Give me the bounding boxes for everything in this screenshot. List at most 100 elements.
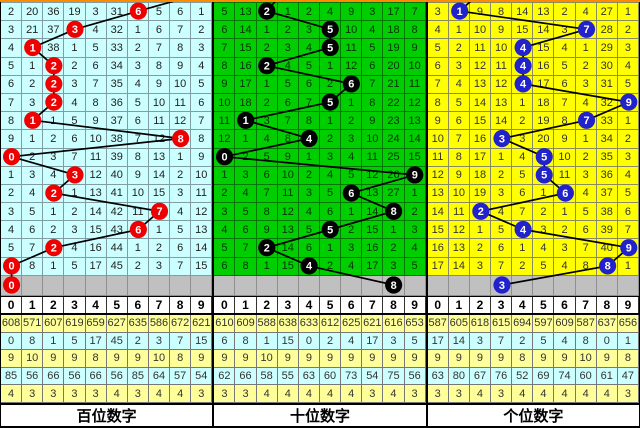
miss-cell: 34: [596, 130, 618, 149]
miss-cell: 9: [491, 21, 513, 40]
miss-cell: 8: [85, 93, 107, 113]
miss-cell: 17: [469, 148, 492, 167]
miss-cell: 6: [170, 239, 192, 258]
trend-grid-hundreds: 2 20 36 19 3 31 5 6 1 3 21 37 4 32 1 6 7 2 4 38 1 5 33 2 7 8 3 5 1 2 6…: [1, 2, 213, 296]
miss-cell: 2: [617, 130, 639, 149]
miss-cell: 8: [256, 203, 278, 222]
miss-cell: 7: [191, 112, 213, 131]
miss-cell: 37: [596, 184, 618, 204]
miss-cell: 6: [127, 112, 149, 131]
stats-block: 608 571 607 619 659 627 635 586 672 621 0 8 1 5 17 45 2 3…: [1, 315, 213, 403]
miss-cell: 4: [298, 203, 320, 222]
miss-cell: 4: [22, 184, 44, 204]
stat-cell: 4: [149, 385, 171, 402]
miss-cell: 18: [533, 93, 555, 113]
miss-cell: 13: [191, 221, 213, 240]
stat-cell: 9: [235, 350, 257, 367]
miss-cell: 8: [127, 148, 149, 167]
miss-cell: 11: [191, 184, 213, 204]
miss-cell: 32: [596, 93, 618, 113]
pending-cell: [214, 275, 236, 296]
stat-cell: 17: [362, 332, 384, 350]
miss-cell: 17: [362, 257, 384, 276]
miss-cell: 10: [469, 21, 492, 40]
miss-cell: 11: [148, 112, 171, 131]
miss-cell: [170, 130, 192, 149]
stat-cell: 9: [320, 350, 342, 367]
miss-cell: 18: [383, 21, 405, 40]
miss-cell: 4: [575, 93, 597, 113]
miss-cell: 2: [191, 21, 213, 40]
miss-cell: 4: [554, 257, 576, 276]
miss-cell: 3: [22, 93, 44, 113]
stat-cell: 3: [214, 385, 236, 402]
digit-header-cell: 0: [1, 297, 23, 313]
miss-cell: 19: [533, 112, 555, 131]
stat-row-2: 9 9 10 9 9 9 9 9 9 9: [214, 350, 426, 368]
miss-cell: 4: [341, 257, 363, 276]
digit-header-cell: 3: [64, 297, 86, 313]
digit-header-cell: 4: [512, 297, 534, 313]
miss-cell: 42: [106, 203, 128, 222]
miss-cell: 7: [170, 21, 192, 40]
miss-cell: 8: [277, 130, 299, 149]
miss-cell: 17: [235, 75, 257, 94]
stat-cell: 9: [597, 350, 618, 367]
miss-cell: 5: [341, 166, 363, 185]
digit-header-cell: 0: [428, 297, 449, 313]
stat-cell: 9: [491, 350, 513, 367]
pending-row: [1, 275, 213, 296]
stat-row-0: 610 609 588 638 633 612 625 621 616 653: [214, 315, 426, 333]
miss-cell: 6: [298, 75, 320, 94]
miss-cell: [256, 57, 278, 76]
miss-cell: 9: [214, 75, 236, 94]
miss-cell: 3: [341, 239, 363, 258]
miss-cell: 2: [298, 3, 320, 22]
miss-cell: 3: [298, 21, 320, 40]
miss-cell: 9: [127, 166, 149, 185]
stat-cell: 3: [405, 385, 426, 402]
miss-cell: 1: [617, 3, 639, 22]
miss-cell: 1: [64, 184, 86, 204]
stat-cell: 3: [191, 385, 213, 402]
stat-row-0: 608 571 607 619 659 627 635 586 672 621: [1, 315, 213, 333]
miss-cell: 12: [341, 57, 363, 76]
pending-cell: [85, 275, 107, 296]
miss-cell: [319, 93, 342, 113]
miss-cell: 6: [512, 184, 534, 204]
stat-cell: 54: [191, 367, 213, 385]
miss-cell: 3: [43, 148, 65, 167]
miss-cell: 18: [469, 166, 492, 185]
stat-cell: 3: [235, 385, 257, 402]
stat-cell: 55: [278, 367, 299, 385]
miss-cell: 14: [491, 112, 513, 131]
stat-cell: 9: [533, 350, 555, 367]
miss-cell: 14: [148, 166, 171, 185]
miss-cell: 11: [554, 166, 576, 185]
panel-tens: 5 13 1 2 4 9 3 17 7 6 14 1 2 3 10 4 18 8 7 15 2 3 4 11 5 19 9 8 16 4 5…: [212, 2, 426, 426]
pending-cell: [596, 275, 618, 296]
miss-cell: 4: [319, 166, 342, 185]
miss-cell: 2: [214, 184, 236, 204]
miss-cell: 14: [404, 130, 426, 149]
stat-cell: 0: [1, 332, 23, 350]
miss-cell: 9: [85, 112, 107, 131]
pending-cell: [469, 275, 492, 296]
miss-cell: 3: [1, 203, 23, 222]
stat-cell: 618: [470, 315, 492, 332]
miss-cell: 40: [596, 239, 618, 258]
miss-grid: 5 13 1 2 4 9 3 17 7 6 14 1 2 3 10 4 18 8 7 15 2 3 4 11 5 19 9 8 16 4 5…: [214, 2, 426, 276]
digit-header-cell: 5: [107, 297, 128, 313]
pending-cell: [319, 275, 342, 296]
miss-cell: 10: [404, 57, 426, 76]
miss-cell: [1, 148, 23, 167]
miss-cell: 7: [554, 93, 576, 113]
stat-cell: 4: [170, 385, 192, 402]
miss-cell: 7: [277, 112, 299, 131]
miss-cell: [491, 130, 513, 149]
miss-cell: 17: [383, 3, 405, 22]
miss-cell: 34: [106, 57, 128, 76]
miss-cell: [512, 221, 534, 240]
miss-cell: 3: [491, 184, 513, 204]
stat-cell: 4: [597, 385, 618, 402]
